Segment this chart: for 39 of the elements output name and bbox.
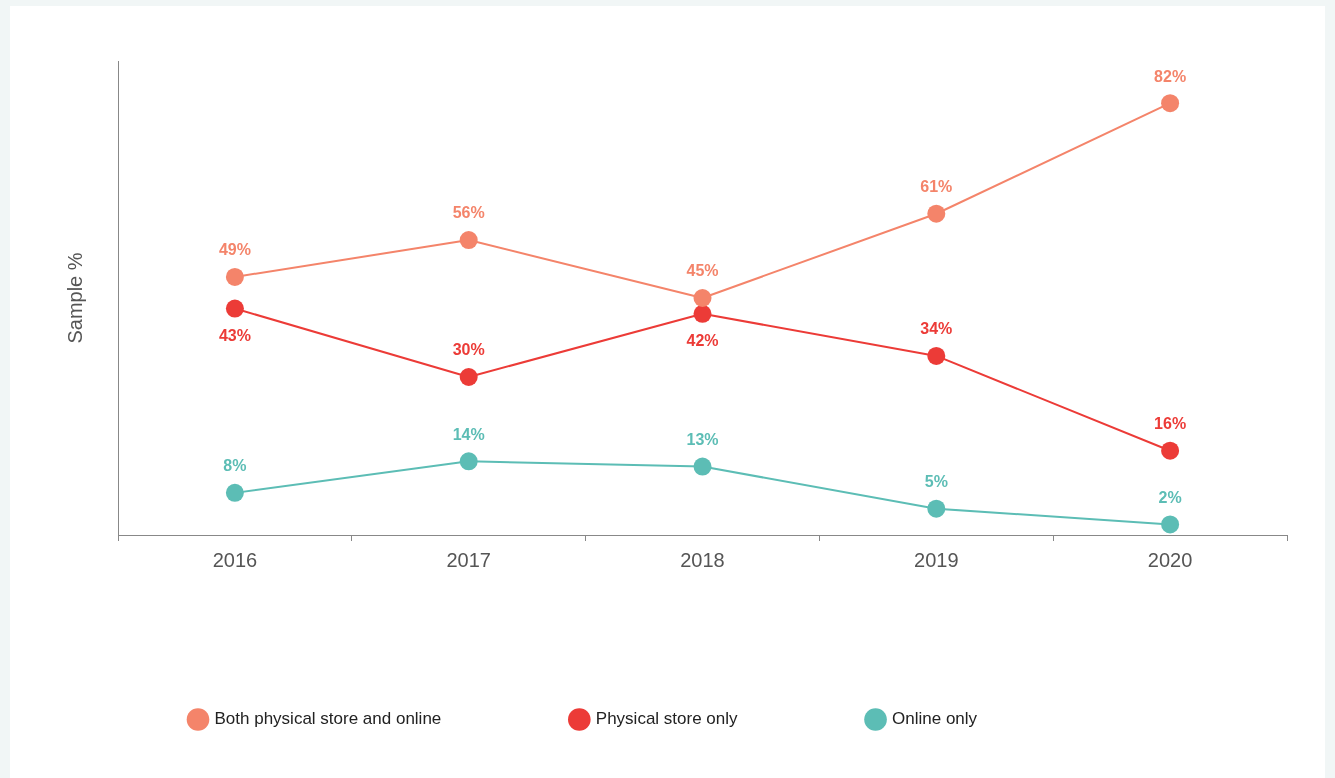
data-label: 45%	[686, 262, 719, 280]
y-axis-title: Sample %	[63, 252, 86, 344]
data-label: 34%	[920, 320, 953, 338]
point	[225, 267, 244, 286]
data-label: 43%	[218, 326, 251, 344]
x-tick-label: 2017	[446, 548, 491, 571]
point	[927, 499, 946, 518]
point	[1161, 441, 1180, 460]
point	[693, 304, 712, 323]
data-label: 5%	[924, 473, 948, 491]
x-tick-label: 2018	[680, 548, 725, 571]
data-label: 42%	[686, 332, 719, 350]
point	[1161, 94, 1180, 113]
point	[225, 483, 244, 502]
point	[459, 368, 478, 386]
data-label: 82%	[1154, 67, 1187, 85]
point	[459, 452, 478, 471]
point	[693, 457, 712, 476]
x-tick-label: 2020	[1147, 548, 1193, 571]
data-label: 30%	[452, 341, 485, 359]
point	[927, 346, 946, 365]
point	[693, 289, 712, 307]
x-tick-label: 2019	[914, 548, 959, 571]
data-label: 8%	[223, 457, 247, 475]
data-label: 2%	[1158, 488, 1182, 506]
x-tick-label: 2016	[212, 548, 258, 571]
data-label: 49%	[218, 241, 251, 259]
legend-label: Physical store only	[595, 709, 739, 729]
data-label: 61%	[920, 178, 953, 196]
point	[225, 299, 244, 318]
data-label: 14%	[452, 425, 485, 443]
data-label: 13%	[686, 430, 719, 448]
legend-label: Online only	[892, 709, 978, 729]
point	[1161, 515, 1180, 534]
data-label: 16%	[1154, 415, 1187, 433]
point	[927, 204, 946, 223]
legend-label: Both physical store and online	[214, 709, 442, 729]
point	[459, 231, 478, 250]
data-label: 56%	[452, 204, 485, 222]
